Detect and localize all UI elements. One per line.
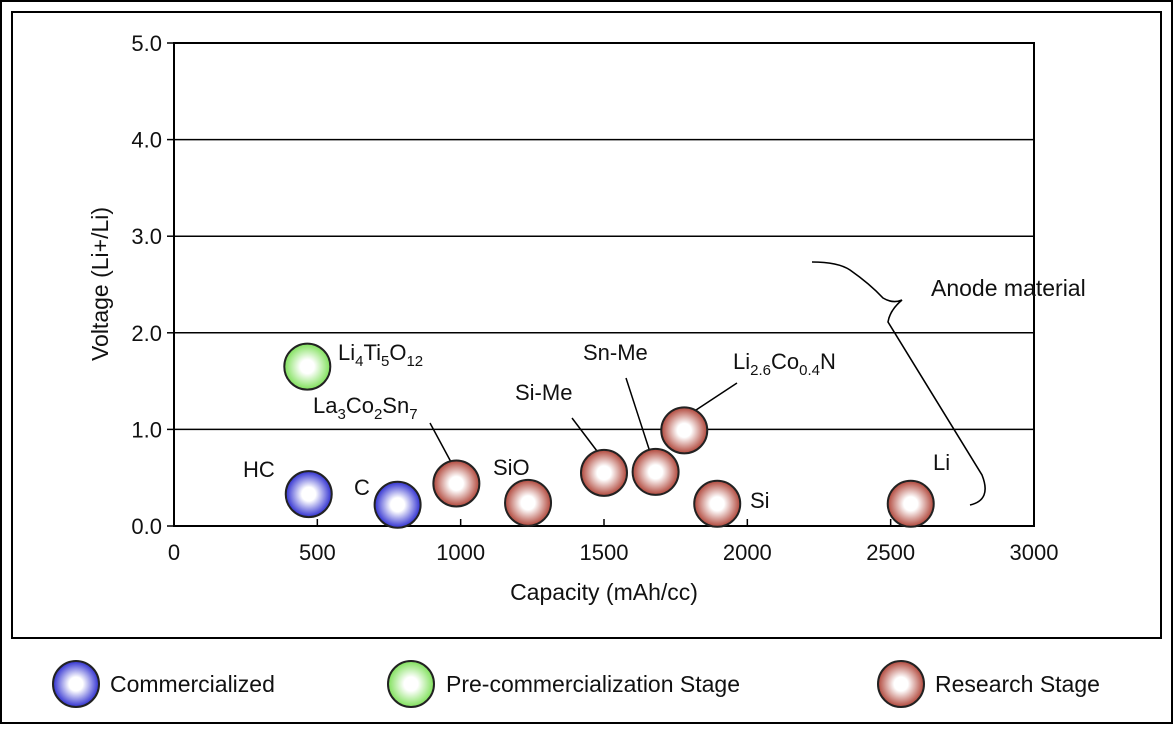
leader-si-me bbox=[571, 417, 601, 456]
label-c: C bbox=[354, 475, 370, 500]
anode-brace bbox=[811, 261, 986, 506]
legend-label-commercialized: Commercialized bbox=[110, 671, 275, 697]
x-axis-ticks: 0 500 1000 1500 2000 2500 3000 bbox=[168, 519, 1059, 565]
data-point-si-me bbox=[580, 448, 628, 497]
anode-annotation: Anode material bbox=[931, 275, 1086, 301]
data-point-hc bbox=[284, 470, 333, 519]
label-si: Si bbox=[750, 488, 770, 513]
y-tick-label: 3.0 bbox=[131, 224, 162, 249]
y-tick-label: 2.0 bbox=[131, 321, 162, 346]
x-tick-label: 2500 bbox=[866, 540, 915, 565]
legend-swatch-commercialized bbox=[52, 660, 100, 708]
data-point-li bbox=[886, 479, 935, 528]
x-axis-title: Capacity (mAh/cc) bbox=[510, 579, 698, 605]
label-hc: HC bbox=[243, 457, 275, 482]
data-point-c bbox=[373, 480, 422, 529]
gridlines bbox=[174, 138, 1034, 431]
legend-label-research: Research Stage bbox=[935, 671, 1100, 697]
label-sn-me: Sn-Me bbox=[583, 340, 648, 365]
data-point-la3co2sn7 bbox=[432, 459, 481, 508]
y-tick-label: 5.0 bbox=[131, 31, 162, 56]
label-sio: SiO bbox=[493, 455, 530, 480]
data-points bbox=[283, 342, 935, 529]
y-tick-label: 0.0 bbox=[131, 514, 162, 539]
x-tick-label: 2000 bbox=[723, 540, 772, 565]
leader-sn-me bbox=[625, 377, 651, 453]
x-tick-label: 1500 bbox=[580, 540, 629, 565]
data-point-si bbox=[693, 479, 742, 528]
y-tick-label: 4.0 bbox=[131, 128, 162, 153]
data-point-sn-me bbox=[631, 447, 680, 496]
chart-border bbox=[11, 11, 1162, 639]
x-tick-label: 500 bbox=[299, 540, 336, 565]
label-si-me: Si-Me bbox=[515, 380, 572, 405]
leader-li2.6co0.4n bbox=[692, 382, 738, 413]
y-tick-label: 1.0 bbox=[131, 417, 162, 442]
legend-swatch-pre-commercialization bbox=[387, 660, 435, 708]
label-la3co2sn7: La3Co2Sn7 bbox=[313, 393, 418, 423]
data-point-li4ti5o12 bbox=[283, 342, 332, 391]
label-li2.6co0.4n: Li2.6Co0.4N bbox=[733, 349, 836, 379]
y-axis-ticks: 0.0 1.0 2.0 3.0 4.0 5.0 bbox=[131, 31, 174, 539]
data-point-sio bbox=[504, 478, 553, 527]
x-tick-label: 1000 bbox=[436, 540, 485, 565]
x-tick-label: 3000 bbox=[1010, 540, 1059, 565]
y-axis-title: Voltage (Li+/Li) bbox=[87, 207, 113, 361]
data-point-li2.6co0.4n bbox=[660, 406, 709, 455]
label-li: Li bbox=[933, 450, 950, 475]
legend-label-pre-commercialization: Pre-commercialization Stage bbox=[446, 671, 740, 697]
legend: Commercialized Pre-commercialization Sta… bbox=[52, 660, 1100, 708]
x-tick-label: 0 bbox=[168, 540, 180, 565]
label-li4ti5o12: Li4Ti5O12 bbox=[338, 340, 423, 370]
legend-swatch-research bbox=[877, 660, 925, 708]
